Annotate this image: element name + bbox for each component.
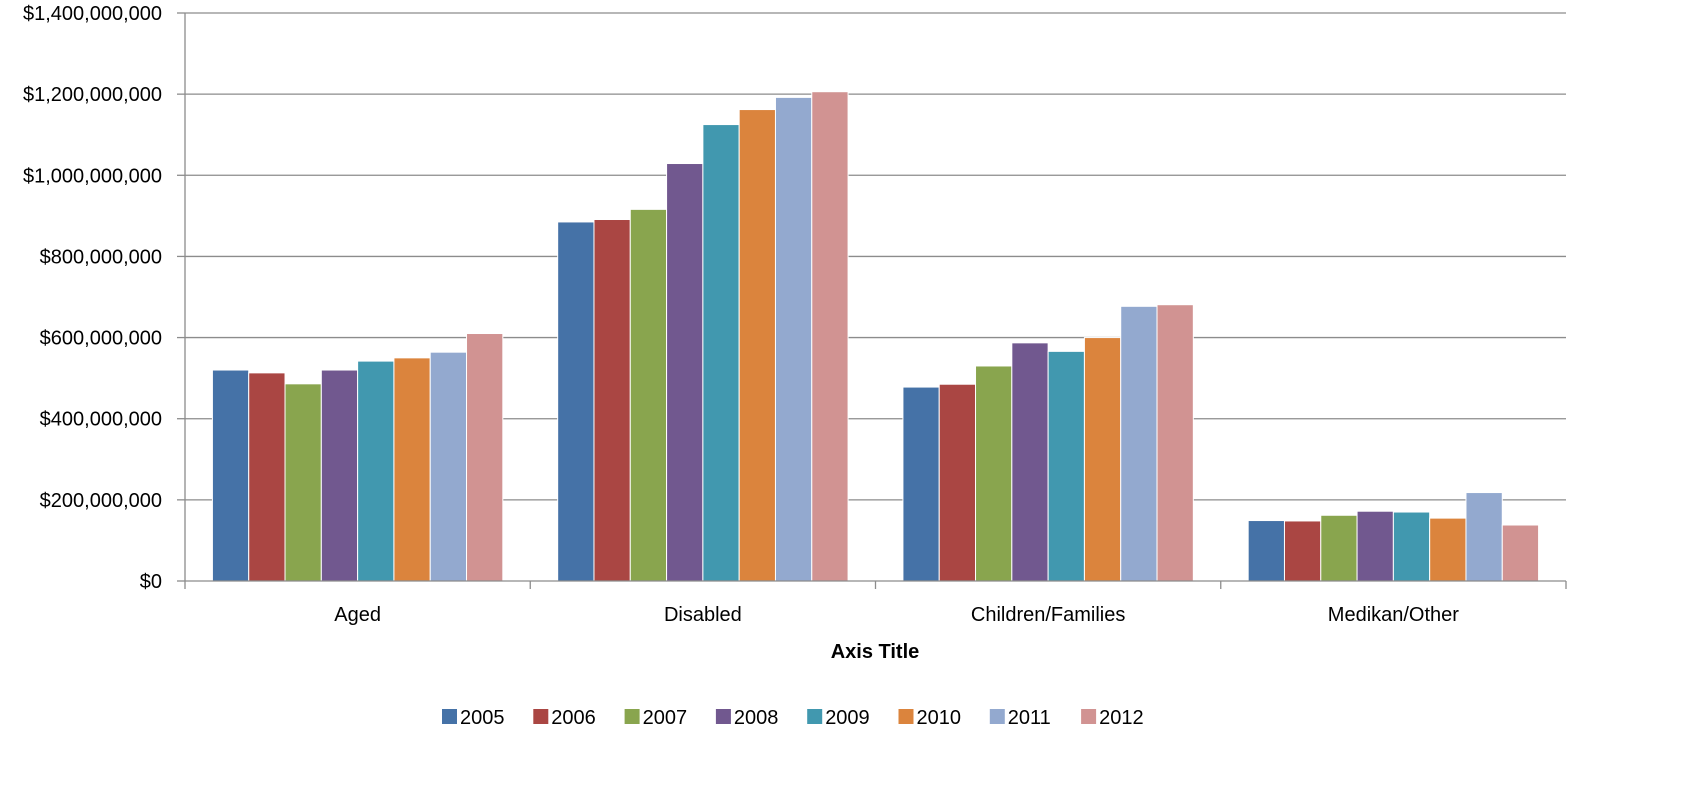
bar-2010-disabled bbox=[738, 109, 776, 582]
bar-2011-aged bbox=[429, 351, 468, 582]
legend-item: 2007 bbox=[624, 707, 688, 729]
legend-label: 2007 bbox=[643, 707, 688, 729]
legend-label: 2009 bbox=[825, 707, 870, 729]
legend-item: 2010 bbox=[898, 707, 962, 729]
bar-2011-disabled bbox=[774, 96, 813, 582]
legend-swatch bbox=[533, 709, 549, 724]
bar-2007-children-families bbox=[975, 365, 1013, 582]
bar-2008-aged bbox=[320, 369, 359, 582]
bar-2012-disabled bbox=[811, 91, 849, 582]
y-tick-label: $200,000,000 bbox=[40, 490, 162, 512]
bar-2012-medikan-other bbox=[1501, 524, 1540, 582]
bar-2006-aged bbox=[248, 372, 286, 582]
legend-swatch bbox=[624, 709, 640, 724]
bar-2008-medikan-other bbox=[1356, 510, 1394, 582]
bar-2005-disabled bbox=[557, 221, 595, 582]
bar-2009-disabled bbox=[702, 124, 740, 582]
axes bbox=[184, 13, 1567, 589]
x-category-label: Children/Families bbox=[971, 604, 1126, 626]
bar-2005-aged bbox=[211, 369, 250, 582]
legend-label: 2010 bbox=[917, 707, 962, 729]
legend-item: 2005 bbox=[442, 707, 505, 729]
legend-item: 2009 bbox=[807, 707, 870, 729]
legend-item: 2006 bbox=[533, 707, 596, 729]
y-tick-label: $400,000,000 bbox=[40, 409, 162, 431]
bar-2009-aged bbox=[357, 360, 395, 582]
bar-2009-children-families bbox=[1047, 350, 1085, 582]
legend-swatch bbox=[989, 709, 1005, 724]
bar-2012-children-families bbox=[1156, 304, 1194, 582]
bar-2010-aged bbox=[393, 357, 431, 582]
legend-swatch bbox=[442, 709, 457, 724]
bar-2007-disabled bbox=[629, 208, 668, 582]
legend-label: 2008 bbox=[734, 707, 779, 729]
legend-swatch bbox=[1081, 709, 1097, 724]
legend-label: 2012 bbox=[1099, 707, 1144, 729]
bar-2011-medikan-other bbox=[1465, 492, 1503, 582]
bar-2005-medikan-other bbox=[1247, 520, 1285, 582]
y-tick-label: $1,400,000,000 bbox=[23, 3, 162, 25]
bar-2010-children-families bbox=[1083, 337, 1122, 582]
legend-swatch bbox=[898, 709, 914, 724]
x-axis-title: Axis Title bbox=[831, 641, 920, 663]
bar-2007-medikan-other bbox=[1320, 514, 1358, 582]
bar-2009-medikan-other bbox=[1392, 511, 1431, 582]
bar-2011-children-families bbox=[1120, 305, 1158, 582]
y-tick-label: $1,000,000,000 bbox=[23, 165, 162, 187]
bar-2008-disabled bbox=[666, 163, 704, 582]
legend-swatch bbox=[715, 709, 731, 724]
legend-label: 2005 bbox=[460, 707, 505, 729]
bars bbox=[211, 91, 1540, 582]
legend: 2005 2006 2007 2008 2009 2010 2011 2012 bbox=[442, 707, 1144, 729]
category-labels: Aged Disabled Children/Families Medikan/Oth… bbox=[334, 604, 1459, 626]
x-category-label: Medikan/Other bbox=[1328, 604, 1460, 626]
bar-2006-children-families bbox=[938, 383, 977, 582]
legend-item: 2012 bbox=[1081, 707, 1144, 729]
y-tick-label: $0 bbox=[140, 571, 162, 593]
y-tick-label: $1,200,000,000 bbox=[23, 84, 162, 106]
legend-item: 2011 bbox=[989, 707, 1051, 729]
x-category-label: Aged bbox=[334, 604, 381, 626]
bar-2010-medikan-other bbox=[1429, 517, 1467, 582]
legend-swatch bbox=[807, 709, 823, 724]
legend-label: 2011 bbox=[1008, 707, 1051, 729]
bar-2007-aged bbox=[284, 383, 322, 582]
bar-2008-children-families bbox=[1011, 342, 1049, 582]
y-tick-label: $800,000,000 bbox=[40, 246, 162, 268]
bar-2012-aged bbox=[466, 333, 504, 582]
y-axis-tick-labels: $0 $200,000,000 $400,000,000 $600,000,000 $8… bbox=[23, 3, 162, 593]
x-category-label: Disabled bbox=[664, 604, 742, 626]
y-tick-label: $600,000,000 bbox=[40, 328, 162, 350]
legend-item: 2008 bbox=[715, 707, 779, 729]
bar-2006-disabled bbox=[593, 219, 631, 582]
bar-2005-children-families bbox=[902, 386, 940, 582]
legend-label: 2006 bbox=[551, 707, 596, 729]
bar-2006-medikan-other bbox=[1283, 520, 1322, 582]
